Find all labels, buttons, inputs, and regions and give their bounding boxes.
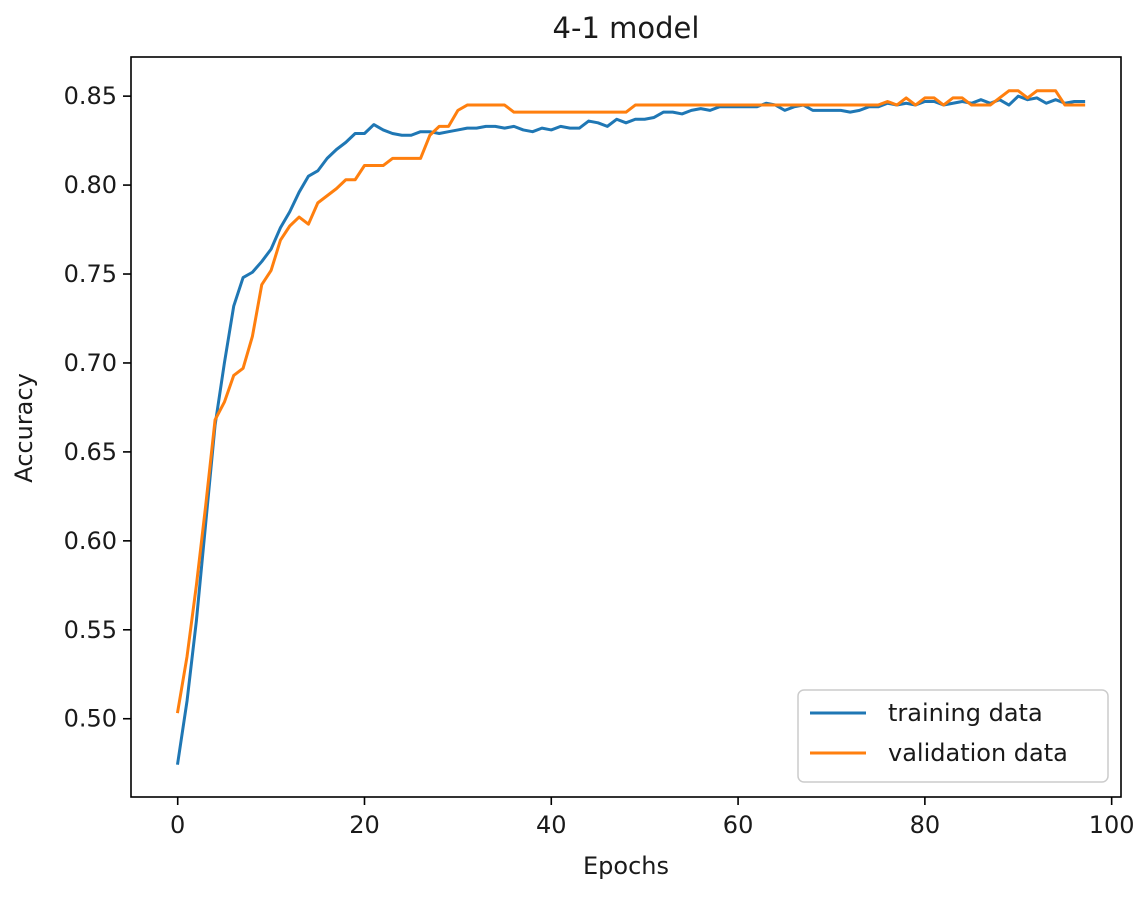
x-axis: 0 20 40 60 80 100	[170, 797, 1135, 839]
legend-label-validation: validation data	[888, 739, 1068, 767]
y-tick-label: 0.70	[64, 349, 117, 377]
y-axis-label: Accuracy	[10, 373, 38, 483]
plot-background	[131, 57, 1121, 797]
x-tick-label: 80	[910, 811, 941, 839]
x-tick-label: 100	[1089, 811, 1135, 839]
legend-box	[797, 689, 1109, 783]
chart-title: 4-1 model	[553, 11, 700, 45]
x-tick-label: 60	[723, 811, 754, 839]
y-tick-label: 0.85	[64, 82, 117, 110]
y-tick-label: 0.50	[64, 705, 117, 733]
y-tick-label: 0.55	[64, 616, 117, 644]
y-tick-label: 0.60	[64, 527, 117, 555]
series-line-training	[175, 94, 1086, 765]
x-tick-label: 20	[349, 811, 380, 839]
plot-area	[130, 56, 1122, 798]
y-tick-label: 0.80	[64, 171, 117, 199]
series-line-validation	[175, 89, 1086, 714]
x-tick-label: 40	[536, 811, 567, 839]
legend-label-training: training data	[888, 699, 1043, 727]
plot-frame	[130, 56, 1122, 798]
x-axis-label: Epochs	[583, 852, 669, 880]
y-tick-label: 0.65	[64, 438, 117, 466]
legend: training data validation data	[797, 689, 1109, 783]
y-tick-label: 0.75	[64, 260, 117, 288]
y-axis: 0.50 0.55 0.60 0.65 0.70 0.75 0.80 0.85	[64, 82, 131, 733]
x-tick-label: 0	[170, 811, 185, 839]
